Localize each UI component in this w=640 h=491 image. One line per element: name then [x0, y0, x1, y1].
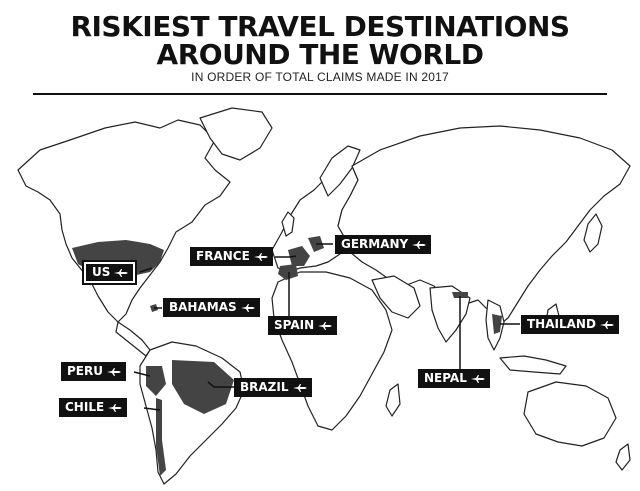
label-peru: PERU: [61, 362, 126, 381]
label-us-text: US: [92, 265, 111, 279]
plane-icon: [599, 320, 614, 329]
plane-icon: [253, 252, 268, 261]
label-france: FRANCE: [190, 247, 273, 266]
label-us: US: [81, 260, 138, 285]
label-thailand: THAILAND: [521, 315, 619, 334]
title-line-2: AROUND THE WORLD: [156, 38, 484, 71]
label-thailand-text: THAILAND: [527, 317, 596, 331]
plane-icon: [292, 383, 307, 392]
title-divider: [33, 93, 607, 95]
label-nepal-text: NEPAL: [424, 371, 467, 385]
continent-australia: [523, 381, 617, 447]
landmass-arabia: [371, 275, 421, 319]
country-spain: [278, 264, 298, 280]
leader-brazil: [207, 381, 234, 388]
label-germany-text: GERMANY: [341, 237, 409, 251]
country-brazil: [172, 360, 234, 414]
leader-chile: [143, 407, 161, 411]
continent-africa: [271, 271, 393, 431]
title-line-1: RISKIEST TRAVEL DESTINATIONS: [70, 10, 570, 43]
landmass-japan: [583, 213, 603, 253]
leader-peru: [133, 371, 151, 377]
subtitle: IN ORDER OF TOTAL CLAIMS MADE IN 2017: [191, 70, 449, 84]
continent-north-america: [17, 119, 231, 323]
plane-icon: [470, 374, 485, 383]
plane-icon: [412, 240, 427, 249]
label-bahamas: BAHAMAS: [163, 298, 260, 317]
landmass-scandinavia: [319, 145, 361, 197]
plane-icon: [318, 321, 333, 330]
plane-icon: [108, 403, 123, 412]
label-peru-text: PERU: [67, 364, 103, 378]
country-peru: [146, 366, 166, 396]
label-spain: SPAIN: [268, 316, 338, 335]
label-brazil-text: BRAZIL: [240, 380, 289, 394]
landmass-greenland: [199, 107, 273, 161]
label-nepal: NEPAL: [418, 369, 490, 388]
country-france: [288, 246, 310, 266]
label-chile-text: CHILE: [65, 400, 105, 414]
label-france-text: FRANCE: [196, 249, 250, 263]
plane-icon: [114, 268, 129, 277]
world-map: [17, 107, 631, 485]
landmass-britain: [281, 211, 295, 237]
landmass-new-zealand: [615, 443, 631, 471]
label-bahamas-text: BAHAMAS: [169, 300, 237, 314]
leader-us: [139, 267, 153, 273]
label-spain-text: SPAIN: [274, 318, 315, 332]
leader-france: [275, 255, 297, 258]
label-brazil: BRAZIL: [234, 378, 312, 397]
plane-icon: [240, 303, 255, 312]
country-chile: [156, 398, 166, 476]
plane-icon: [106, 367, 121, 376]
landmass-madagascar: [385, 383, 401, 417]
label-germany: GERMANY: [335, 235, 432, 254]
landmass-indonesia: [499, 355, 567, 375]
country-thailand: [492, 314, 502, 334]
label-chile: CHILE: [59, 398, 128, 417]
country-nepal: [452, 292, 468, 298]
landmass-central-america: [115, 321, 151, 357]
